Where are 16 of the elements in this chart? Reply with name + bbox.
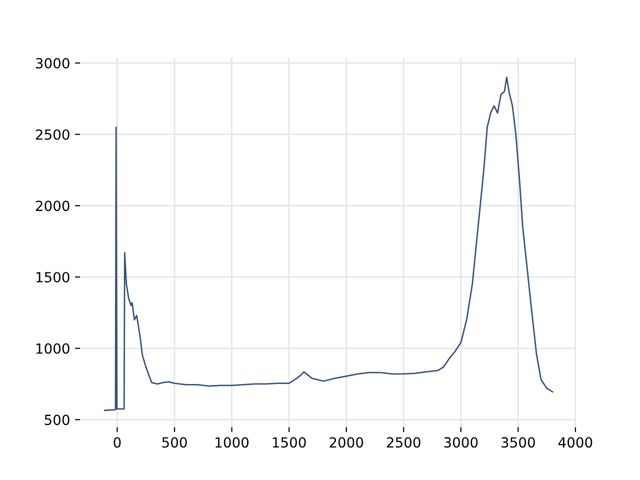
- x-tick-label: 2000: [330, 437, 364, 448]
- y-tick-label: 1500: [36, 272, 70, 282]
- x-tick-label: 500: [162, 437, 187, 448]
- x-tick-label: 1500: [272, 437, 306, 448]
- line-series: [104, 76, 554, 412]
- x-tick-label: 3000: [444, 437, 478, 448]
- y-tick-label: 2000: [36, 200, 70, 212]
- x-tick-label: 2500: [386, 437, 420, 448]
- x-tick-label: 1000: [216, 437, 249, 448]
- y-tick-label: 2500: [36, 129, 70, 140]
- y-tick-label: 1000: [36, 343, 70, 354]
- y-tick-label: 3000: [36, 58, 70, 68]
- x-tick-label: 0: [114, 437, 121, 448]
- y-tick-label: 500: [44, 414, 70, 426]
- x-tick-label: 3500: [502, 437, 535, 448]
- x-tick-label: 4000: [558, 437, 592, 448]
